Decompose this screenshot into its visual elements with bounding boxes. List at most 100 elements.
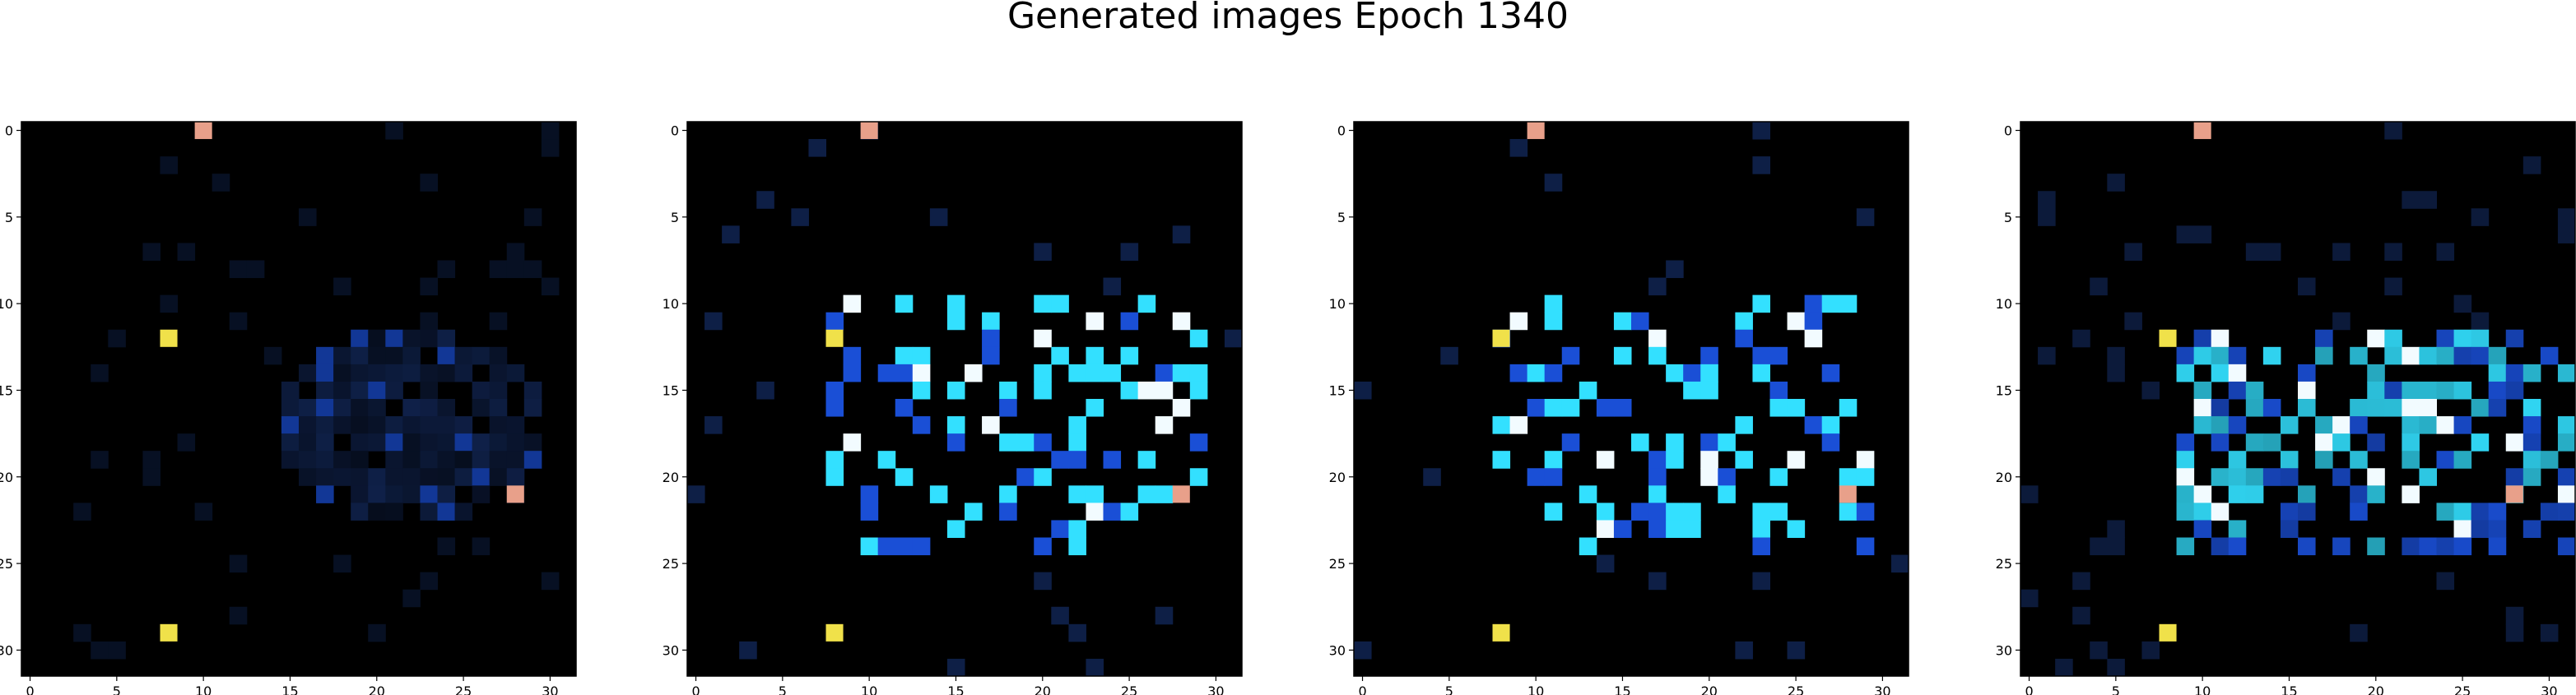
image-pixel <box>523 208 542 226</box>
image-pixel <box>472 468 491 486</box>
image-pixel <box>2471 312 2490 331</box>
image-pixel <box>454 416 473 434</box>
image-pixel <box>2402 381 2420 400</box>
image-pixel <box>2090 277 2108 296</box>
image-pixel <box>333 364 351 382</box>
image-pixel <box>2557 485 2576 503</box>
image-pixel <box>212 174 230 192</box>
image-pixel <box>2298 537 2316 556</box>
image-pixel <box>229 606 248 625</box>
image-pixel <box>385 468 403 486</box>
y-tick-label: 20 <box>1996 470 2012 485</box>
x-tick-label: 30 <box>2541 683 2557 695</box>
image-pixel <box>160 623 178 642</box>
image-pixel <box>2315 433 2333 452</box>
image-pixel <box>1034 433 1052 452</box>
image-pixel <box>1648 520 1667 538</box>
image-pixel <box>1034 468 1052 486</box>
image-pixel <box>1068 537 1086 556</box>
image-pixel <box>1804 294 1823 313</box>
image-pixel <box>999 433 1017 452</box>
image-pixel <box>437 537 456 556</box>
x-tick-label: 15 <box>2281 683 2297 695</box>
image-pixel <box>91 364 109 382</box>
image-pixel <box>946 294 965 313</box>
image-pixel <box>1596 451 1615 469</box>
image-pixel <box>2402 416 2420 434</box>
x-tick-label: 30 <box>1874 683 1890 695</box>
image-pixel <box>1034 381 1052 400</box>
x-tick-label: 10 <box>861 683 877 695</box>
image-pixel <box>1683 364 1701 382</box>
image-pixel <box>1839 485 1857 503</box>
image-pixel <box>895 364 914 382</box>
image-pixel <box>2436 537 2455 556</box>
image-pixel <box>2384 277 2402 296</box>
image-pixel <box>351 346 369 365</box>
image-pixel <box>351 503 369 521</box>
image-pixel <box>965 503 983 521</box>
image-pixel <box>2419 191 2437 209</box>
x-tick-label: 15 <box>947 683 964 695</box>
image-pixel <box>825 399 844 417</box>
image-pixel <box>1579 485 1597 503</box>
image-pixel <box>739 641 757 660</box>
image-pixel <box>2419 468 2437 486</box>
image-pixel <box>2505 606 2524 625</box>
image-pixel <box>2402 399 2420 417</box>
image-pixel <box>506 485 524 503</box>
image-pixel <box>2488 399 2507 417</box>
image-pixel <box>1735 416 1753 434</box>
image-pixel <box>541 277 560 296</box>
image-pixel <box>2298 399 2316 417</box>
image-pixel <box>2245 381 2264 400</box>
image-pixel <box>1821 433 1840 452</box>
image-pixel <box>2107 520 2125 538</box>
image-pixel <box>2540 346 2559 365</box>
image-pixel <box>2193 485 2212 503</box>
image-pixel <box>1086 399 1104 417</box>
image-pixel <box>385 122 403 140</box>
image-pixel <box>2350 503 2368 521</box>
image-pixel <box>843 346 862 365</box>
image-pixel <box>1137 485 1156 503</box>
image-pixel <box>2402 433 2420 452</box>
image-pixel <box>2402 346 2420 365</box>
image-pixel <box>1735 312 1753 331</box>
image-pixel <box>687 485 705 503</box>
image-pixel <box>1579 381 1597 400</box>
image-pixel <box>1172 399 1191 417</box>
image-pixel <box>1509 139 1528 157</box>
image-pixel <box>1172 485 1190 503</box>
image-pixel <box>1086 503 1104 521</box>
image-pixel <box>1509 312 1528 331</box>
image-pixel <box>2332 312 2350 331</box>
image-pixel <box>2228 346 2247 365</box>
x-tick-label: 10 <box>195 683 212 695</box>
image-pixel <box>2453 294 2472 313</box>
image-pixel <box>489 364 508 382</box>
image-pixel <box>368 399 386 417</box>
y-tick-label: 20 <box>1329 470 1346 485</box>
image-pixel <box>2367 485 2385 503</box>
image-pixel <box>2402 451 2420 469</box>
image-pixel <box>1666 520 1684 538</box>
image-pixel <box>1700 433 1718 452</box>
image-pixel <box>2419 399 2437 417</box>
image-pixel <box>368 468 386 486</box>
x-tick-label: 5 <box>1445 683 1453 695</box>
image-pixel <box>229 260 248 279</box>
image-pixel <box>2315 451 2333 469</box>
image-pixel <box>1804 416 1823 434</box>
image-pixel <box>1544 468 1563 486</box>
image-pixel <box>2523 433 2541 452</box>
image-pixel <box>1752 122 1770 140</box>
image-pixel <box>472 399 491 417</box>
image-pixel <box>2262 399 2281 417</box>
image-pixel <box>402 329 421 348</box>
generated-image-4: 0 5 10 15 20 25 30 0 5 10 15 20 25 30 <box>1996 121 2576 695</box>
image-pixel <box>437 346 456 365</box>
image-pixel <box>1034 364 1052 382</box>
image-pixel <box>437 503 456 521</box>
image-pixel <box>2245 468 2264 486</box>
